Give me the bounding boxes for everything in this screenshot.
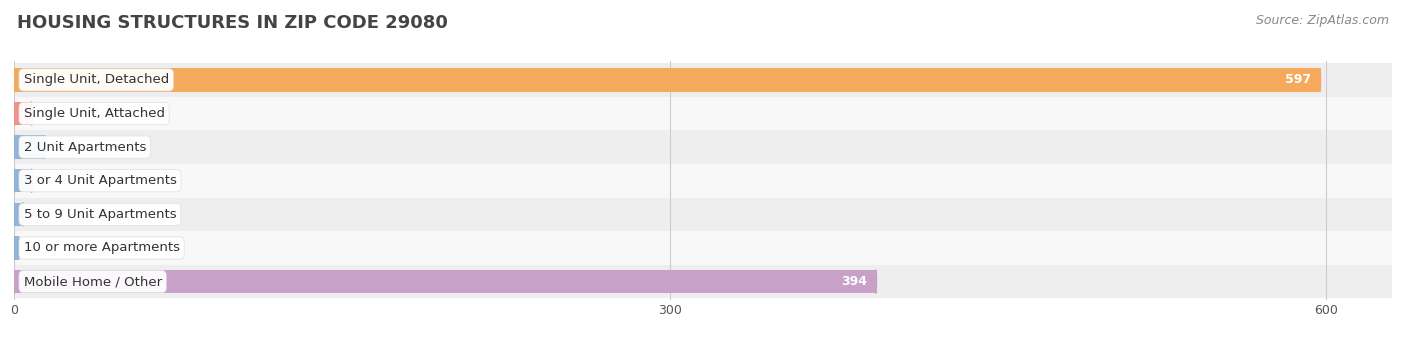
Text: 0: 0 — [39, 107, 46, 120]
Bar — [14, 270, 876, 293]
Text: 3 or 4 Unit Apartments: 3 or 4 Unit Apartments — [24, 174, 176, 187]
Bar — [14, 203, 22, 226]
Bar — [14, 135, 45, 159]
Circle shape — [13, 102, 15, 125]
FancyBboxPatch shape — [14, 231, 1392, 265]
FancyBboxPatch shape — [14, 197, 1392, 231]
Circle shape — [13, 135, 15, 159]
Text: 597: 597 — [1285, 73, 1310, 86]
Circle shape — [13, 203, 15, 226]
Circle shape — [18, 236, 20, 260]
Text: Single Unit, Detached: Single Unit, Detached — [24, 73, 169, 86]
Circle shape — [44, 135, 45, 159]
Text: 4: 4 — [30, 208, 38, 221]
Text: 5 to 9 Unit Apartments: 5 to 9 Unit Apartments — [24, 208, 176, 221]
Text: 14: 14 — [52, 140, 67, 153]
Circle shape — [1319, 68, 1320, 92]
Text: 2 Unit Apartments: 2 Unit Apartments — [24, 140, 146, 153]
Bar — [14, 169, 31, 193]
Text: HOUSING STRUCTURES IN ZIP CODE 29080: HOUSING STRUCTURES IN ZIP CODE 29080 — [17, 14, 447, 32]
Text: 2: 2 — [25, 241, 34, 254]
Bar — [14, 102, 31, 125]
Circle shape — [13, 270, 15, 293]
FancyBboxPatch shape — [14, 164, 1392, 197]
Text: Mobile Home / Other: Mobile Home / Other — [24, 275, 162, 288]
Circle shape — [31, 102, 32, 125]
Text: Single Unit, Attached: Single Unit, Attached — [24, 107, 165, 120]
FancyBboxPatch shape — [14, 265, 1392, 298]
Circle shape — [875, 270, 876, 293]
Text: 394: 394 — [841, 275, 868, 288]
Bar — [14, 236, 18, 260]
Circle shape — [13, 68, 15, 92]
Text: 10 or more Apartments: 10 or more Apartments — [24, 241, 180, 254]
Text: Source: ZipAtlas.com: Source: ZipAtlas.com — [1256, 14, 1389, 27]
FancyBboxPatch shape — [14, 63, 1392, 97]
FancyBboxPatch shape — [14, 130, 1392, 164]
Circle shape — [13, 236, 15, 260]
Circle shape — [13, 169, 15, 193]
Circle shape — [22, 203, 24, 226]
FancyBboxPatch shape — [14, 97, 1392, 130]
Circle shape — [31, 169, 32, 193]
Text: 0: 0 — [39, 174, 46, 187]
Bar — [14, 68, 1320, 92]
